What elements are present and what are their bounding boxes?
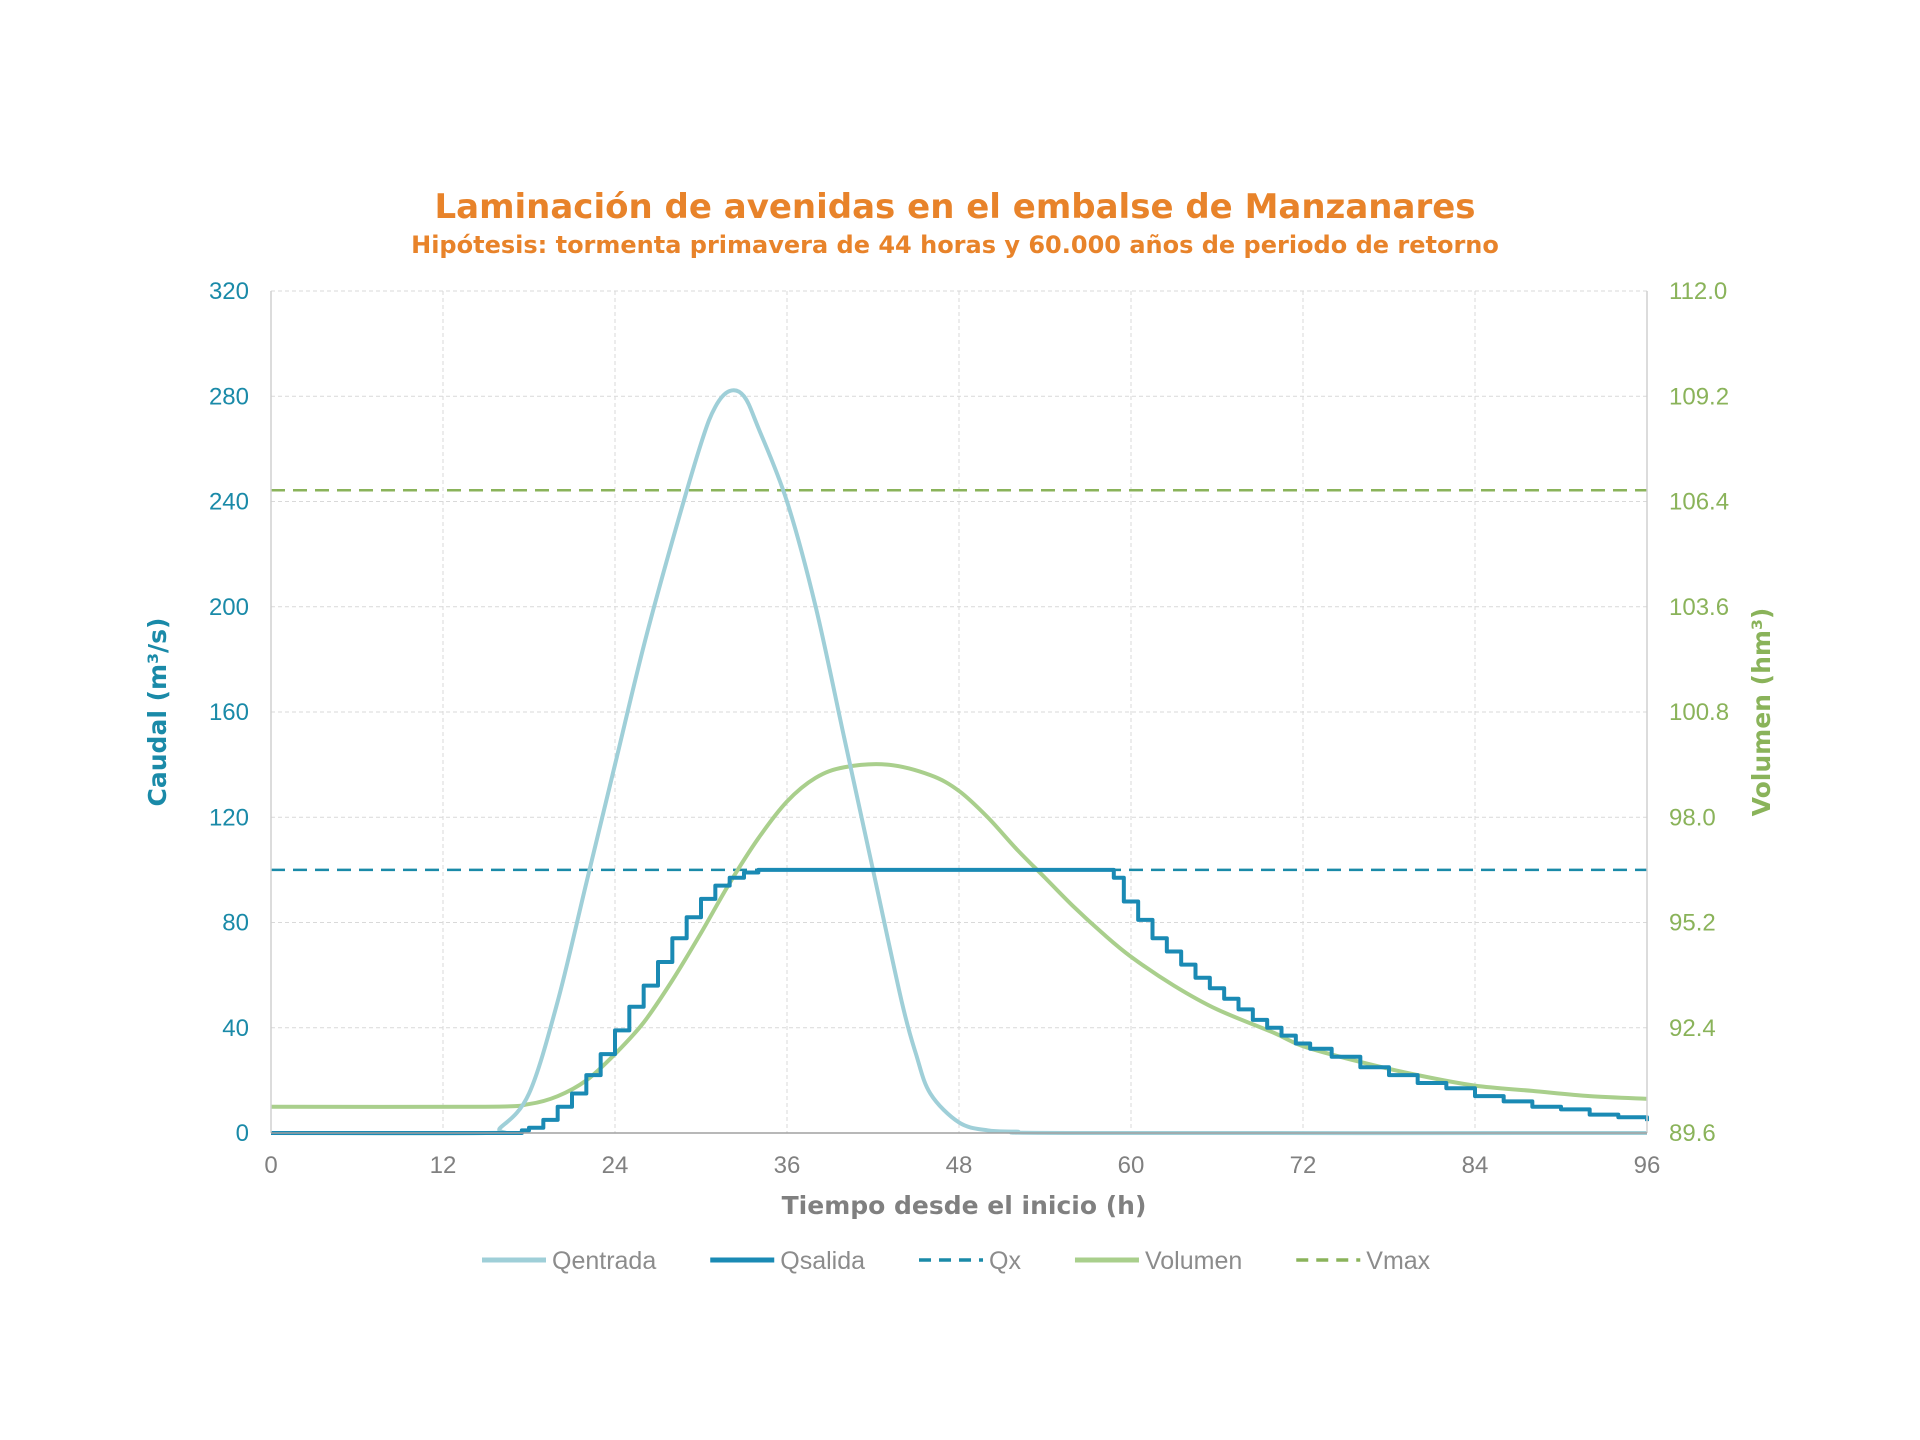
legend-label-qsalida: Qsalida [780, 1247, 865, 1275]
y-tick-label: 320 [209, 278, 249, 305]
y2-tick-label: 98.0 [1669, 804, 1716, 831]
y-tick-label: 240 [209, 489, 249, 516]
x-tick-label: 96 [1634, 1152, 1661, 1179]
series-layer [270, 388, 1649, 1136]
y2-tick-label: 109.2 [1669, 383, 1729, 410]
x-tick-label: 84 [1462, 1152, 1489, 1179]
x-tick-label: 12 [430, 1152, 457, 1179]
y2-tick-label: 92.4 [1669, 1015, 1716, 1042]
x-axis-label: Tiempo desde el inicio (h) [782, 1191, 1147, 1220]
y-tick-label: 160 [209, 699, 249, 726]
y-tick-label: 200 [209, 594, 249, 621]
x-tick-label: 0 [264, 1152, 277, 1179]
chart-subtitle: Hipótesis: tormenta primavera de 44 hora… [411, 231, 1499, 259]
y2-tick-label: 103.6 [1669, 594, 1729, 621]
x-tick-label: 36 [774, 1152, 801, 1179]
legend-label-qentrada: Qentrada [552, 1247, 656, 1275]
y-tick-label: 0 [236, 1120, 249, 1147]
axes: 0 12 24 36 48 60 72 84 96 0 40 80 120 160 200 240 280 320… [209, 278, 1729, 1179]
legend-label-qx: Qx [989, 1247, 1021, 1275]
x-tick-label: 48 [946, 1152, 973, 1179]
y2-tick-label: 100.8 [1669, 699, 1729, 726]
y-tick-label: 80 [222, 910, 249, 937]
x-tick-label: 24 [602, 1152, 629, 1179]
x-tick-label: 72 [1290, 1152, 1317, 1179]
y2-tick-label: 112.0 [1669, 278, 1727, 305]
y-tick-label: 120 [209, 804, 249, 831]
grid [271, 290, 1647, 1133]
series-qsalida-line [271, 867, 1649, 1135]
x-tick-label: 60 [1118, 1152, 1145, 1179]
y-axis-label: Caudal (m³/s) [143, 618, 172, 807]
y2-axis-label: Volumen (hm³) [1747, 608, 1776, 817]
y-tick-label: 280 [209, 383, 249, 410]
legend-label-volumen: Volumen [1145, 1247, 1242, 1275]
series-qentrada-line [270, 388, 1648, 1136]
y2-tick-label: 89.6 [1669, 1120, 1716, 1147]
legend: Qentrada Qsalida Qx Volumen Vmax [482, 1247, 1431, 1275]
chart-title: Laminación de avenidas en el embalse de … [434, 187, 1475, 227]
y2-tick-label: 95.2 [1669, 910, 1716, 937]
legend-label-vmax: Vmax [1366, 1247, 1430, 1275]
y-tick-label: 40 [222, 1015, 249, 1042]
y2-tick-label: 106.4 [1669, 489, 1729, 516]
